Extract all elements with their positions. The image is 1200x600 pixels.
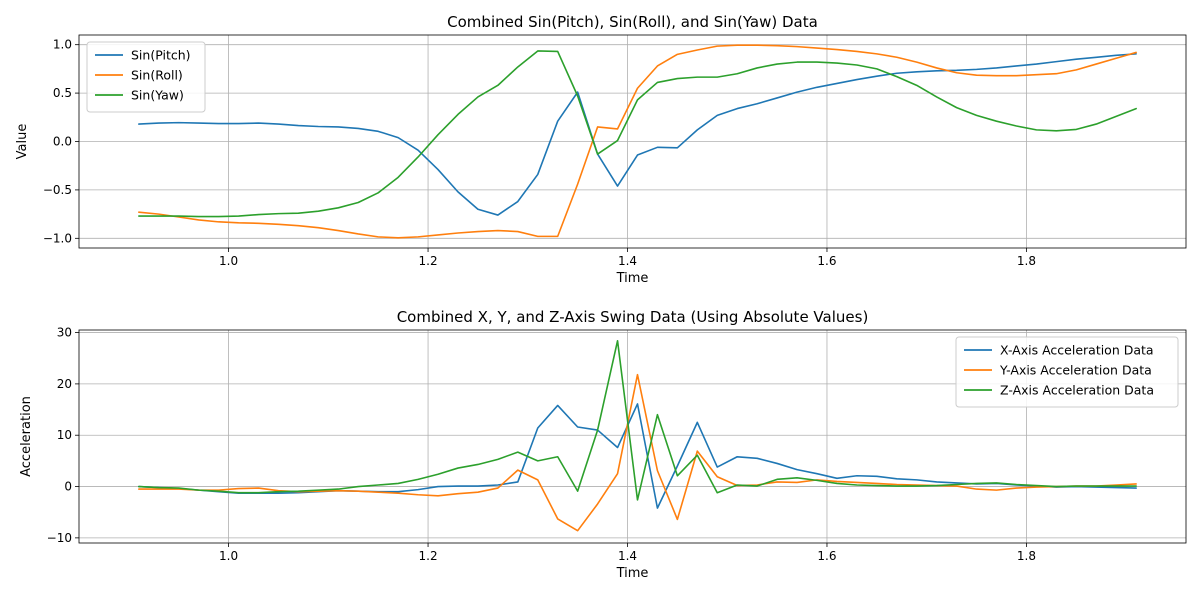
- chart-2-x-tick-label: 1.8: [1017, 549, 1036, 563]
- chart-1-series-line-1: [138, 53, 1137, 216]
- chart-1-series-line-2: [138, 44, 1137, 239]
- chart-2-y-tick-label: 30: [57, 326, 72, 340]
- chart-1-y-tick-label: 0.5: [53, 86, 72, 100]
- chart-1-x-tick-label: 1.6: [817, 254, 836, 268]
- chart-1-legend-label-1: Sin(Pitch): [131, 48, 191, 63]
- chart-2-legend-box: [955, 336, 1179, 408]
- chart-2-x-axis-label: Time: [616, 566, 649, 581]
- chart-2-y-tick-label: 0: [64, 480, 72, 494]
- chart-2-legend-label-3: Z-Axis Acceleration Data: [1000, 383, 1154, 398]
- chart-1-x-tick-label: 1.4: [618, 254, 637, 268]
- chart-1-y-tick-label: −1.0: [43, 231, 72, 245]
- chart-2-y-tick-label: 20: [57, 377, 72, 391]
- chart-1-x-tick-label: 1.8: [1017, 254, 1036, 268]
- chart-1-panel: 1.0 1.2 1.4 1.6 1.8 −1.0 −0.5 0.0 0.5 1.0 Combined…: [15, 13, 1187, 286]
- chart-1-title: Combined Sin(Pitch), Sin(Roll), and Sin(…: [447, 13, 818, 31]
- chart-1-series-line-3: [138, 50, 1137, 218]
- chart-2-plot-frame: [78, 329, 1187, 544]
- chart-1-y-tick-label: −0.5: [43, 183, 72, 197]
- chart-2-x-tick-label: 1.2: [419, 549, 438, 563]
- chart-1-x-tick-label: 1.2: [419, 254, 438, 268]
- chart-2-legend-label-1: X-Axis Acceleration Data: [1000, 343, 1154, 358]
- chart-2-legend: X-Axis Acceleration Data Y-Axis Accelerat…: [955, 336, 1179, 408]
- chart-1-legend-label-2: Sin(Roll): [131, 68, 183, 83]
- chart-1-x-tick-label: 1.0: [219, 254, 238, 268]
- chart-1-legend: Sin(Pitch) Sin(Roll) Sin(Yaw): [86, 41, 206, 113]
- chart-1-y-tick-label: 0.0: [53, 135, 72, 149]
- chart-2-title: Combined X, Y, and Z-Axis Swing Data (Us…: [397, 308, 869, 326]
- chart-2-y-axis-label: Acceleration: [19, 396, 34, 477]
- chart-1-x-axis-label: Time: [616, 271, 649, 286]
- chart-2-series-line-3: [138, 339, 1137, 501]
- chart-1-y-axis-label: Value: [15, 124, 30, 160]
- chart-2-y-tick-label: −10: [47, 531, 72, 545]
- chart-1-y-tick-label: 1.0: [53, 38, 72, 52]
- chart-2-y-tick-label: 10: [57, 428, 72, 442]
- chart-2-x-tick-label: 1.0: [219, 549, 238, 563]
- chart-2-series-line-1: [138, 403, 1137, 509]
- chart-2-panel: 1.0 1.2 1.4 1.6 1.8 −10 0 10 20 30 Combined X, Y, …: [19, 308, 1187, 581]
- chart-2-x-tick-label: 1.6: [817, 549, 836, 563]
- chart-1-legend-label-3: Sin(Yaw): [131, 88, 184, 103]
- chart-2-legend-label-2: Y-Axis Acceleration Data: [999, 363, 1152, 378]
- chart-2-x-tick-label: 1.4: [618, 549, 637, 563]
